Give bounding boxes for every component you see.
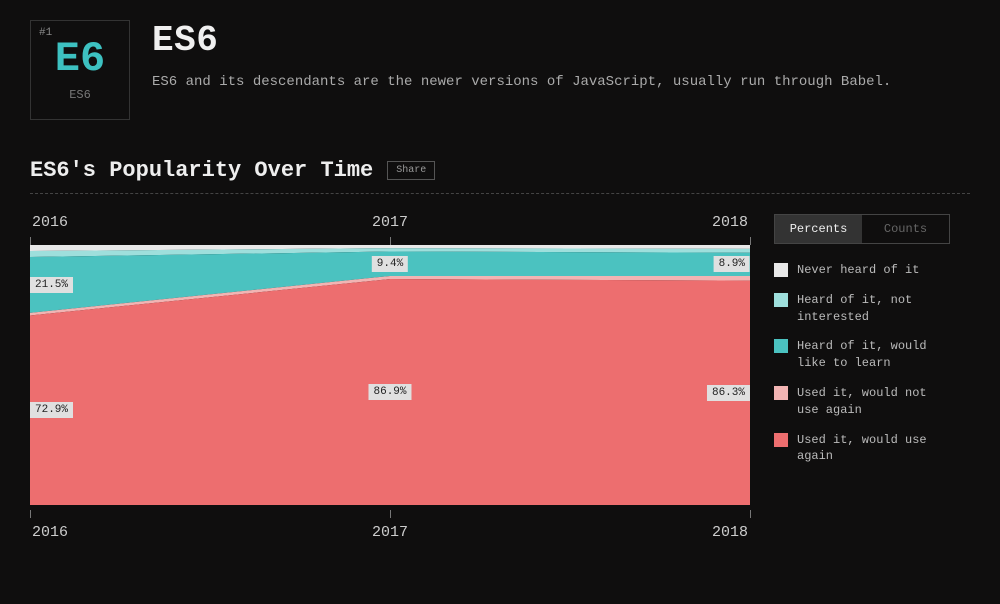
page-description: ES6 and its descendants are the newer ve… — [152, 71, 891, 93]
legend-label: Used it, would not use again — [797, 385, 950, 419]
divider — [30, 193, 970, 194]
legend-swatch — [774, 386, 788, 400]
x-axis-bottom: 2016 2017 2018 — [30, 524, 750, 541]
section-title: ES6's Popularity Over Time — [30, 158, 373, 183]
badge-rank: #1 — [39, 27, 52, 39]
share-button[interactable]: Share — [387, 161, 435, 180]
toggle-percents[interactable]: Percents — [775, 215, 862, 243]
popularity-chart: 2016 2017 2018 2016 2017 2018 72.9% 21.5% 86.9… — [30, 214, 750, 541]
x-ticks-top — [30, 237, 750, 245]
legend-item: Heard of it, not interested — [774, 292, 950, 326]
chart-value-label: 86.9% — [368, 384, 411, 400]
legend-label: Heard of it, not interested — [797, 292, 950, 326]
chart-value-label: 9.4% — [372, 256, 408, 272]
badge-abbr: E6 — [55, 38, 105, 80]
chart-value-label: 72.9% — [30, 402, 73, 418]
year-label: 2017 — [372, 524, 408, 541]
stacked-area-svg — [30, 245, 750, 505]
view-toggle: Percents Counts — [774, 214, 950, 244]
legend: Never heard of it Heard of it, not intere… — [774, 262, 950, 465]
page-title: ES6 — [152, 20, 891, 61]
legend-item: Used it, would use again — [774, 432, 950, 466]
legend-item: Never heard of it — [774, 262, 950, 279]
badge-sub: ES6 — [69, 88, 91, 102]
x-axis-top: 2016 2017 2018 — [30, 214, 750, 231]
year-label: 2016 — [32, 524, 68, 541]
legend-item: Heard of it, would like to learn — [774, 338, 950, 372]
year-label: 2018 — [712, 214, 748, 231]
year-label: 2016 — [32, 214, 68, 231]
legend-swatch — [774, 293, 788, 307]
legend-swatch — [774, 433, 788, 447]
legend-swatch — [774, 263, 788, 277]
x-ticks-bottom — [30, 510, 750, 518]
chart-value-label: 86.3% — [707, 385, 750, 401]
chart-value-label: 8.9% — [714, 256, 750, 272]
legend-swatch — [774, 339, 788, 353]
chart-value-label: 21.5% — [30, 277, 73, 293]
legend-label: Heard of it, would like to learn — [797, 338, 950, 372]
year-label: 2017 — [372, 214, 408, 231]
year-label: 2018 — [712, 524, 748, 541]
tech-badge: #1 E6 ES6 — [30, 20, 130, 120]
legend-label: Used it, would use again — [797, 432, 950, 466]
legend-item: Used it, would not use again — [774, 385, 950, 419]
legend-label: Never heard of it — [797, 262, 919, 279]
toggle-counts[interactable]: Counts — [862, 215, 949, 243]
